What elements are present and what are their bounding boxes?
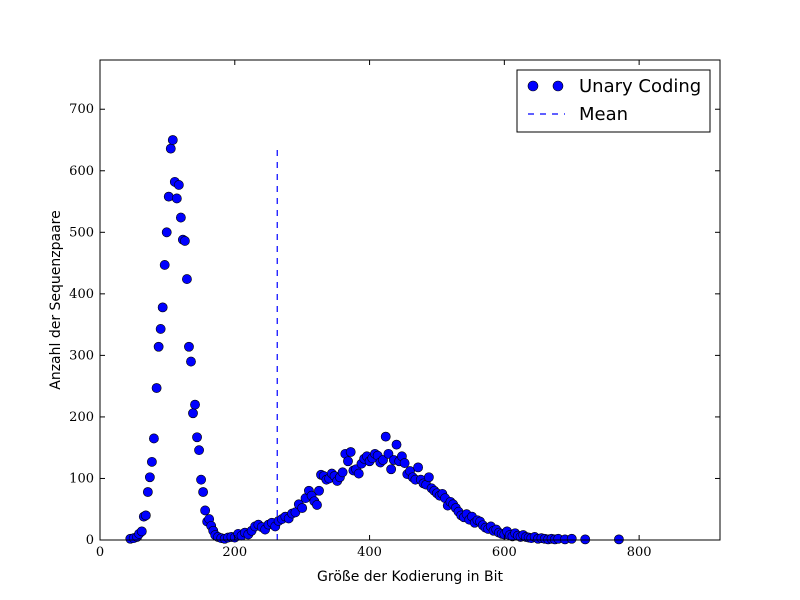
data-point xyxy=(386,464,397,475)
data-point xyxy=(200,505,211,516)
data-point xyxy=(151,383,162,393)
data-point xyxy=(345,447,356,457)
data-point xyxy=(196,474,206,485)
data-point xyxy=(190,399,200,410)
legend-label-mean: Mean xyxy=(579,104,628,125)
data-point xyxy=(343,456,353,467)
x-tick-label: 0 xyxy=(96,545,104,560)
axes: 0 200 400 600 800 0 100 200 300 400 500 600 700 xyxy=(69,59,721,560)
data-point xyxy=(165,143,176,154)
data-point xyxy=(167,135,178,145)
data-point xyxy=(184,341,194,352)
data-point xyxy=(136,526,147,537)
data-point xyxy=(297,503,308,513)
data-point xyxy=(171,193,182,204)
data-point xyxy=(391,439,402,450)
data-point xyxy=(182,274,192,284)
data-point xyxy=(353,468,364,479)
data-point xyxy=(399,458,410,468)
x-tick-label: 800 xyxy=(627,545,652,560)
data-point xyxy=(312,500,322,510)
legend-marker-unary-1 xyxy=(527,80,539,92)
data-point xyxy=(194,445,204,456)
data-point xyxy=(173,180,184,190)
data-point xyxy=(314,485,324,496)
legend: Unary Coding Mean xyxy=(516,69,711,133)
data-point xyxy=(157,302,168,313)
legend-label-unary: Unary Coding xyxy=(579,76,701,97)
y-tick-label: 0 xyxy=(86,533,94,548)
data-point xyxy=(140,510,151,521)
x-tick-label: 200 xyxy=(222,545,247,560)
y-tick-label: 100 xyxy=(69,471,94,486)
data-point xyxy=(614,534,624,545)
data-point xyxy=(149,433,159,444)
data-point xyxy=(580,534,591,545)
data-point xyxy=(153,341,164,352)
data-point xyxy=(378,455,388,465)
data-point xyxy=(155,324,166,334)
y-tick-label: 300 xyxy=(69,348,94,363)
data-point xyxy=(423,472,434,483)
data-point xyxy=(188,408,198,419)
data-point xyxy=(161,227,172,238)
plot-frame xyxy=(99,59,721,541)
data-point xyxy=(180,236,190,246)
y-axis-label: Anzahl der Sequenzpaare xyxy=(48,210,64,390)
y-tick-label: 700 xyxy=(69,102,94,117)
y-tick-label: 500 xyxy=(69,225,94,240)
y-tick-label: 600 xyxy=(69,164,94,179)
y-tick-label: 400 xyxy=(69,287,94,302)
legend-marker-unary-2 xyxy=(552,80,564,92)
data-point xyxy=(566,533,577,544)
data-point xyxy=(163,191,174,202)
data-point xyxy=(142,487,153,497)
plot-area xyxy=(125,135,624,545)
data-point xyxy=(380,431,391,442)
y-tick-label: 200 xyxy=(69,410,94,425)
data-point xyxy=(144,472,155,483)
data-point xyxy=(413,462,423,473)
data-point xyxy=(175,212,186,223)
data-point xyxy=(198,487,209,497)
data-point xyxy=(337,467,348,478)
data-point xyxy=(192,432,202,443)
x-tick-label: 600 xyxy=(492,545,517,560)
legend-box xyxy=(516,69,711,133)
x-tick-label: 400 xyxy=(357,545,382,560)
data-point xyxy=(186,356,196,367)
data-point xyxy=(146,456,157,467)
data-point xyxy=(383,448,394,459)
data-point xyxy=(159,260,170,270)
x-axis-label: Größe der Kodierung in Bit xyxy=(317,569,503,585)
